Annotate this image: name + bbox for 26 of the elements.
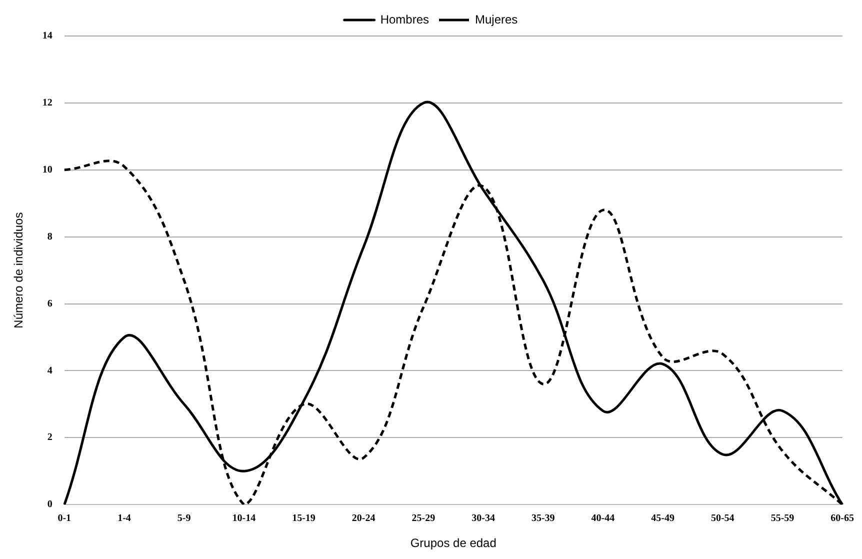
x-tick-label: 35-39: [531, 513, 555, 524]
x-tick-label: 20-24: [352, 513, 376, 524]
x-tick-label: 30-34: [472, 513, 495, 524]
x-tick-label: 10-14: [232, 513, 256, 524]
x-tick-label: 25-29: [412, 513, 436, 524]
x-tick-label: 60-65: [830, 513, 854, 524]
x-tick-label: 50-54: [710, 513, 734, 524]
y-tick-label: 0: [47, 499, 52, 510]
x-tick-label: 55-59: [770, 513, 794, 524]
y-tick-label: 10: [42, 164, 52, 176]
y-axis-title: Número de individuos: [12, 212, 26, 328]
y-tick-label: 14: [42, 30, 52, 42]
y-tick-label: 6: [47, 298, 52, 310]
x-tick-label: 45-49: [651, 513, 674, 524]
legend-label: Mujeres: [475, 12, 518, 26]
x-tick-label: 15-19: [292, 513, 316, 524]
legend-label: Hombres: [380, 12, 430, 26]
x-tick-label: 0-1: [58, 513, 72, 524]
y-tick-label: 2: [47, 432, 52, 444]
x-tick-label: 1-4: [118, 513, 131, 524]
y-tick-label: 8: [47, 231, 52, 242]
x-tick-label: 40-44: [591, 513, 615, 524]
y-tick-label: 12: [42, 98, 52, 109]
x-axis-title: Grupos de edad: [410, 536, 496, 550]
x-tick-label: 5-9: [177, 513, 191, 524]
y-tick-label: 4: [47, 365, 52, 376]
